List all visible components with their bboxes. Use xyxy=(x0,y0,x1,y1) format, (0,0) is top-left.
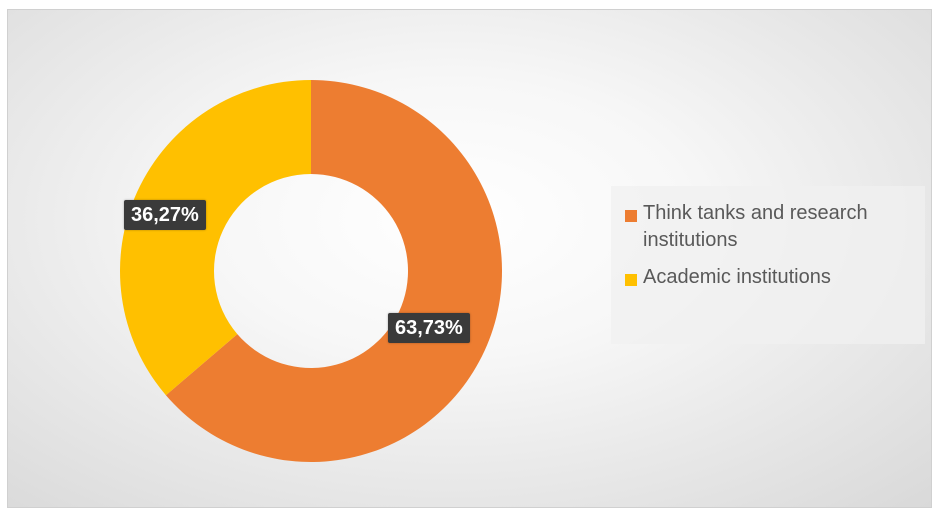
donut-chart xyxy=(119,80,502,462)
legend-swatch-academic xyxy=(625,274,637,286)
data-label-think-tanks: 63,73% xyxy=(388,313,470,343)
chart-area: 63,73% 36,27% Think tanks and research i… xyxy=(7,9,932,508)
legend-item-academic: Academic institutions xyxy=(619,264,915,291)
donut-slice-academic xyxy=(119,80,311,396)
legend-label-academic: Academic institutions xyxy=(643,266,831,288)
legend-swatch-think-tanks xyxy=(625,210,637,222)
legend-label-think-tanks: Think tanks and research institutions xyxy=(643,202,868,251)
data-label-academic: 36,27% xyxy=(124,200,206,230)
legend-item-think-tanks: Think tanks and research institutions xyxy=(619,200,915,254)
legend: Think tanks and research institutions Ac… xyxy=(611,186,925,344)
donut-slice-think-tanks xyxy=(165,80,502,462)
